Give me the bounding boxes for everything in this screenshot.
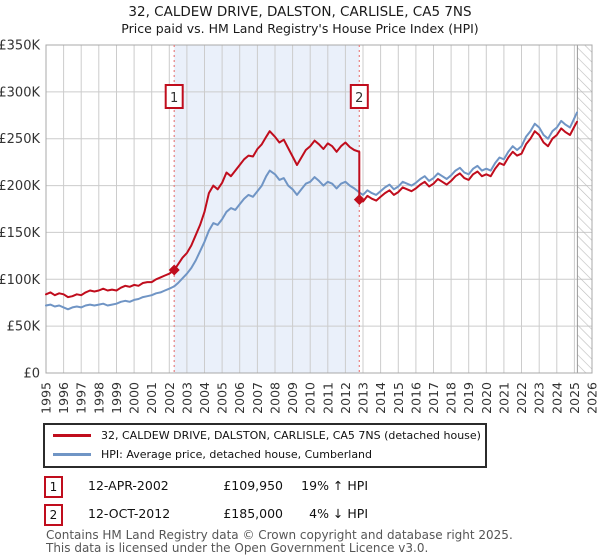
blue-line-swatch — [53, 453, 91, 456]
svg-text:2018: 2018 — [444, 382, 459, 414]
svg-text:2006: 2006 — [232, 382, 247, 414]
svg-text:2012: 2012 — [338, 382, 353, 414]
svg-text:1997: 1997 — [74, 382, 89, 414]
svg-text:2019: 2019 — [461, 382, 476, 414]
svg-text:2001: 2001 — [144, 382, 159, 414]
sale-1-marker-badge: 1 — [44, 476, 63, 498]
svg-text:2005: 2005 — [215, 382, 230, 414]
svg-text:2020: 2020 — [479, 382, 494, 414]
page-subtitle: Price paid vs. HM Land Registry's House … — [121, 21, 479, 36]
footer-line-1: Contains HM Land Registry data © Crown c… — [46, 528, 513, 542]
svg-text:2015: 2015 — [391, 382, 406, 414]
svg-text:2008: 2008 — [268, 382, 283, 414]
svg-text:2025: 2025 — [567, 382, 582, 414]
svg-text:£0: £0 — [23, 367, 40, 382]
sale-2-hpi-delta: 4% ↓ HPI — [309, 506, 368, 521]
sale-annotation-2: 2 12-OCT-2012 £185,000 4% ↓ HPI — [44, 504, 564, 528]
legend-entry-property: 32, CALDEW DRIVE, DALSTON, CARLISLE, CA5… — [53, 426, 485, 445]
svg-text:1995: 1995 — [39, 382, 54, 414]
svg-text:2013: 2013 — [356, 382, 371, 414]
svg-text:2022: 2022 — [514, 382, 529, 414]
svg-text:£350K: £350K — [0, 39, 40, 54]
svg-text:£100K: £100K — [0, 273, 40, 288]
footer-line-2: This data is licensed under the Open Gov… — [46, 540, 429, 555]
svg-text:1998: 1998 — [91, 382, 106, 414]
svg-text:2017: 2017 — [426, 382, 441, 414]
svg-text:2004: 2004 — [197, 382, 212, 414]
sale-2-price: £185,000 — [223, 506, 283, 521]
sale-annotation-1: 1 12-APR-2002 £109,950 19% ↑ HPI — [44, 476, 564, 500]
svg-text:2023: 2023 — [532, 382, 547, 414]
svg-text:1999: 1999 — [109, 382, 124, 414]
sale-1-date: 12-APR-2002 — [88, 478, 169, 493]
svg-text:2021: 2021 — [496, 382, 511, 414]
page-title: 32, CALDEW DRIVE, DALSTON, CARLISLE, CA5… — [128, 4, 472, 20]
chart-legend: 32, CALDEW DRIVE, DALSTON, CARLISLE, CA5… — [43, 423, 487, 468]
svg-text:2026: 2026 — [585, 382, 600, 414]
svg-text:2007: 2007 — [250, 382, 265, 414]
legend-label-hpi: HPI: Average price, detached house, Cumb… — [101, 448, 373, 461]
legend-entry-hpi: HPI: Average price, detached house, Cumb… — [53, 445, 485, 464]
license-footer: Contains HM Land Registry data © Crown c… — [46, 529, 513, 555]
sale-2-date: 12-OCT-2012 — [88, 506, 171, 521]
svg-text:£300K: £300K — [0, 85, 40, 100]
svg-text:£200K: £200K — [0, 179, 40, 194]
sale-1-price: £109,950 — [223, 478, 283, 493]
svg-text:£150K: £150K — [0, 226, 40, 241]
price-history-chart: £0 £50K £100K £150K £200K £250K £300K £350K 1995… — [0, 39, 600, 414]
sale-1-hpi-delta: 19% ↑ HPI — [301, 478, 368, 493]
svg-text:2010: 2010 — [303, 382, 318, 414]
svg-text:£250K: £250K — [0, 132, 40, 147]
svg-text:2: 2 — [355, 91, 363, 106]
svg-text:2016: 2016 — [408, 382, 423, 414]
legend-label-property: 32, CALDEW DRIVE, DALSTON, CARLISLE, CA5… — [101, 429, 481, 442]
svg-text:2000: 2000 — [127, 382, 142, 414]
svg-text:1996: 1996 — [56, 382, 71, 414]
svg-text:£50K: £50K — [7, 320, 41, 335]
svg-text:2009: 2009 — [285, 382, 300, 414]
sale-2-marker-badge: 2 — [44, 504, 63, 526]
svg-text:2011: 2011 — [320, 382, 335, 414]
svg-text:2002: 2002 — [162, 382, 177, 414]
svg-text:2014: 2014 — [373, 382, 388, 414]
svg-text:1: 1 — [170, 91, 178, 106]
svg-text:2003: 2003 — [179, 382, 194, 414]
red-line-swatch — [53, 434, 91, 437]
svg-text:2024: 2024 — [549, 382, 564, 414]
